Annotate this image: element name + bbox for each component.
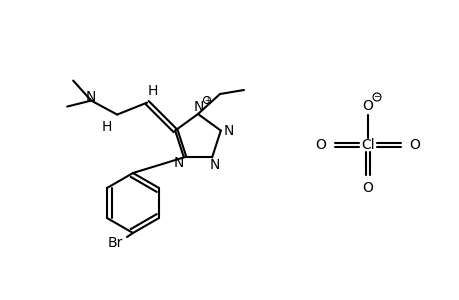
Text: O: O bbox=[362, 181, 373, 195]
Text: Br: Br bbox=[107, 236, 123, 250]
Text: −: − bbox=[373, 92, 380, 101]
Text: O: O bbox=[362, 99, 373, 113]
Text: Cl: Cl bbox=[360, 138, 374, 152]
Text: O: O bbox=[315, 138, 326, 152]
Text: H: H bbox=[148, 84, 158, 98]
Text: N: N bbox=[174, 156, 184, 170]
Text: N: N bbox=[209, 158, 220, 172]
Text: +: + bbox=[203, 95, 210, 104]
Text: H: H bbox=[102, 120, 112, 134]
Text: N: N bbox=[193, 100, 204, 114]
Text: N: N bbox=[223, 124, 234, 138]
Text: O: O bbox=[409, 138, 420, 152]
Text: N: N bbox=[86, 90, 96, 104]
